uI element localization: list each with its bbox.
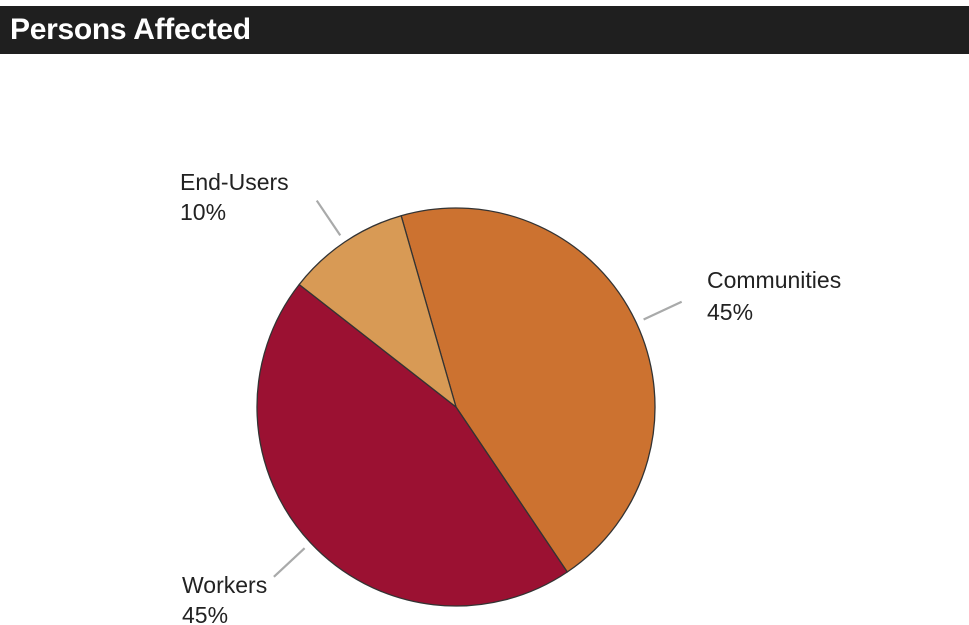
label-end-users-name: End-Users bbox=[180, 169, 289, 195]
label-communities: Communities 45% bbox=[707, 267, 841, 325]
pie-slice-workers bbox=[256, 283, 568, 607]
leader-lines bbox=[273, 199, 683, 578]
leader-line-communities bbox=[643, 300, 683, 321]
label-workers: Workers 45% bbox=[182, 572, 267, 625]
label-communities-name: Communities bbox=[707, 267, 841, 293]
leader-line-end-users bbox=[315, 199, 342, 237]
pie-slices bbox=[256, 207, 656, 607]
leader-line-workers bbox=[273, 547, 306, 578]
label-workers-name: Workers bbox=[182, 572, 267, 598]
pie-slice-communities bbox=[400, 207, 656, 573]
pie-slice-end-users bbox=[298, 215, 457, 408]
title-bar: Persons Affected bbox=[0, 6, 969, 54]
label-workers-value: 45% bbox=[182, 602, 228, 625]
label-communities-value: 45% bbox=[707, 299, 753, 325]
chart-title: Persons Affected bbox=[10, 13, 251, 46]
label-end-users: End-Users 10% bbox=[180, 169, 289, 225]
label-end-users-value: 10% bbox=[180, 199, 226, 225]
